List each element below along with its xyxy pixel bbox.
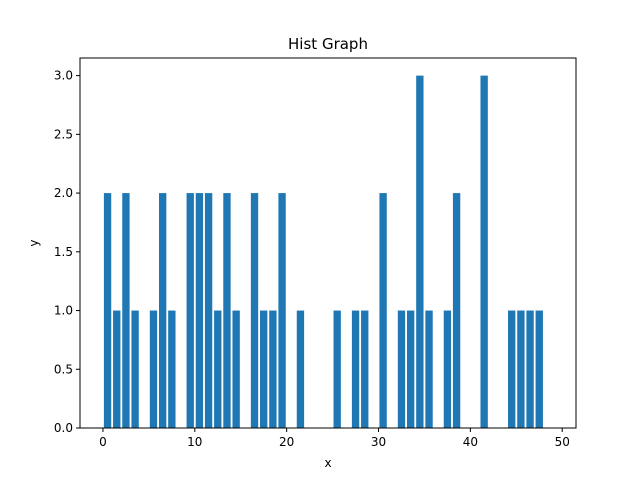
chart-title: Hist Graph xyxy=(288,35,368,53)
x-tick-label: 40 xyxy=(463,435,478,449)
bar xyxy=(223,193,231,428)
y-tick-label: 0.0 xyxy=(54,421,73,435)
bar xyxy=(517,310,525,428)
bar xyxy=(103,193,112,428)
bar xyxy=(149,310,158,428)
bar xyxy=(351,310,360,428)
bar xyxy=(269,310,277,428)
y-tick-label: 3.0 xyxy=(54,69,73,83)
y-tick-label: 1.5 xyxy=(54,245,73,259)
bar xyxy=(508,310,516,428)
bar xyxy=(452,193,461,428)
bar xyxy=(443,310,452,428)
bar xyxy=(122,193,130,428)
bar xyxy=(232,310,240,428)
y-tick-label: 1.0 xyxy=(54,304,73,318)
bar xyxy=(480,75,488,428)
bar xyxy=(379,193,387,428)
bar xyxy=(296,310,305,428)
bar xyxy=(535,310,543,428)
y-axis-ticks: 0.0 0.5 1.0 1.5 2.0 2.5 3.0 xyxy=(54,69,80,435)
bar xyxy=(416,75,424,428)
y-tick-label: 2.0 xyxy=(54,186,73,200)
bar xyxy=(186,193,194,428)
bar xyxy=(204,193,213,428)
x-tick-label: 0 xyxy=(99,435,107,449)
bar xyxy=(260,310,268,428)
bar xyxy=(250,193,259,428)
x-axis-ticks: 0 10 20 30 40 50 xyxy=(99,428,570,449)
bar xyxy=(113,310,121,428)
plot-frame xyxy=(79,57,577,429)
bar xyxy=(278,193,286,428)
bars-group xyxy=(103,75,543,428)
bar xyxy=(526,310,534,428)
bar xyxy=(425,310,433,428)
bar xyxy=(333,310,341,428)
bar xyxy=(406,310,415,428)
x-tick-label: 50 xyxy=(555,435,570,449)
bar xyxy=(131,310,139,428)
bar xyxy=(361,310,369,428)
bar xyxy=(397,310,406,428)
bar xyxy=(214,310,222,428)
x-tick-label: 30 xyxy=(371,435,386,449)
bar xyxy=(195,193,204,428)
x-tick-label: 10 xyxy=(187,435,202,449)
bar xyxy=(158,193,167,428)
y-tick-label: 0.5 xyxy=(54,362,73,376)
y-axis-label: y xyxy=(27,239,41,246)
y-tick-label: 2.5 xyxy=(54,127,73,141)
x-tick-label: 20 xyxy=(279,435,294,449)
bar xyxy=(168,310,176,428)
x-axis-label: x xyxy=(324,456,331,470)
